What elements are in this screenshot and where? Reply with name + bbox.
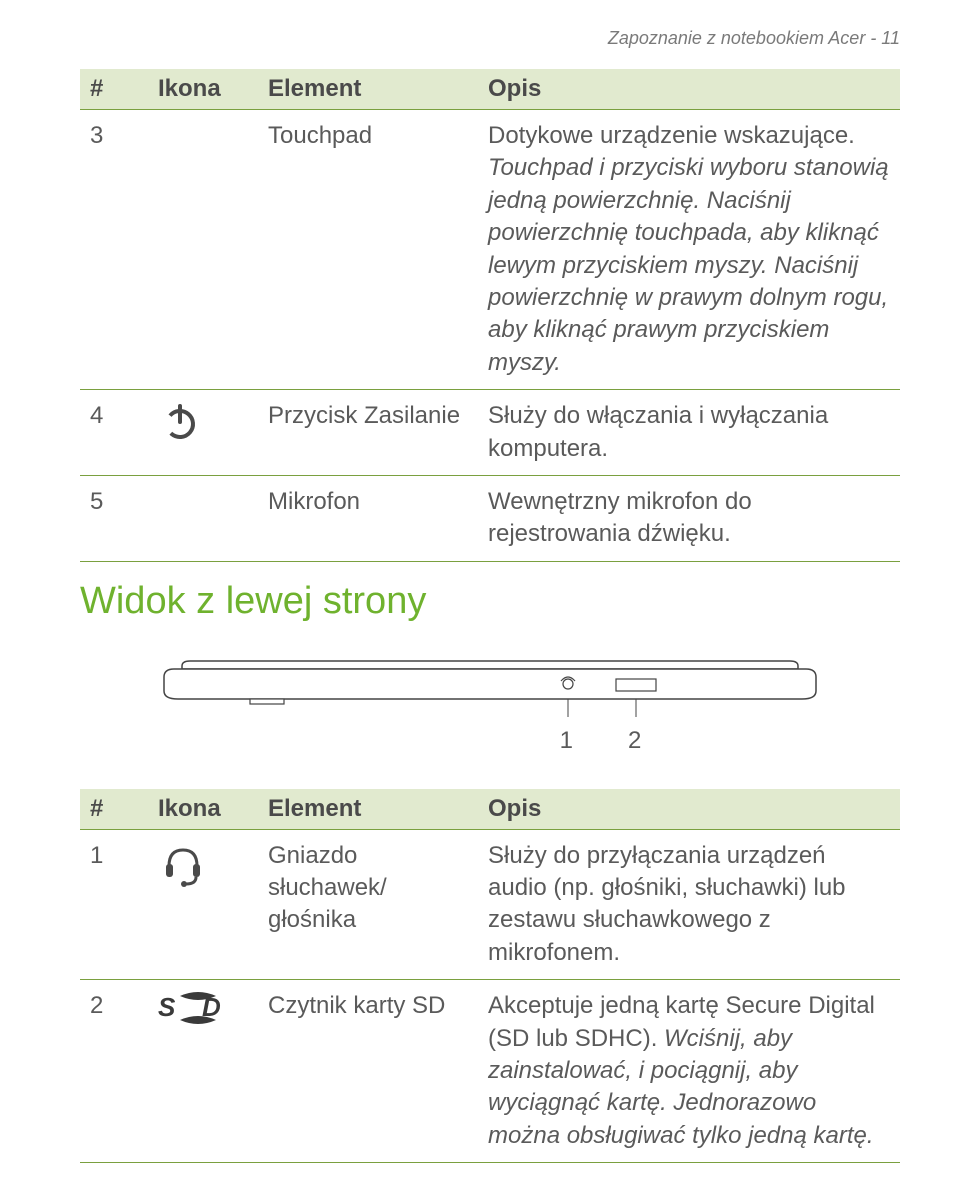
col-header-desc: Opis xyxy=(478,69,900,110)
spec-table-bottom: # Ikona Element Opis 1 Gniazdo słuchawek/… xyxy=(80,789,900,1164)
svg-text:D: D xyxy=(202,992,221,1022)
table-row: 4 Przycisk ZasilanieSłuży do włączania i … xyxy=(80,390,900,476)
col-header-num: # xyxy=(80,789,148,830)
figure-callout-label: 2 xyxy=(628,727,641,755)
cell-num: 5 xyxy=(80,475,148,561)
col-header-num: # xyxy=(80,69,148,110)
col-header-elem: Element xyxy=(258,789,478,830)
headset-icon xyxy=(158,840,208,890)
spec-table-top: # Ikona Element Opis 3 TouchpadDotykowe u… xyxy=(80,69,900,562)
cell-num: 3 xyxy=(80,110,148,390)
table-row: 2SDCzytnik karty SDAkceptuje jedną kartę… xyxy=(80,980,900,1163)
cell-element: Mikrofon xyxy=(258,475,478,561)
cell-element: Gniazdo słuchawek/ głośnika xyxy=(258,829,478,980)
cell-icon: SD xyxy=(148,980,258,1163)
cell-element: Touchpad xyxy=(258,110,478,390)
col-header-icon: Ikona xyxy=(148,69,258,110)
cell-element: Przycisk Zasilanie xyxy=(258,390,478,476)
cell-num: 2 xyxy=(80,980,148,1163)
table-row: 3 TouchpadDotykowe urządzenie wskazujące.… xyxy=(80,110,900,390)
table-header-row: # Ikona Element Opis xyxy=(80,789,900,830)
cell-description: Dotykowe urządzenie wskazujące. Touchpad… xyxy=(478,110,900,390)
table-row: 5 MikrofonWewnętrzny mikrofon do rejestro… xyxy=(80,475,900,561)
cell-icon xyxy=(148,390,258,476)
cell-icon xyxy=(148,110,258,390)
col-header-desc: Opis xyxy=(478,789,900,830)
device-left-side-figure xyxy=(130,651,850,721)
sd-icon: SD xyxy=(158,990,230,1028)
laptop-left-side-svg xyxy=(130,651,850,721)
cell-description: Służy do włączania i wyłączania komputer… xyxy=(478,390,900,476)
page-header: Zapoznanie z notebookiem Acer - 11 xyxy=(80,28,900,49)
cell-description: Służy do przyłączania urządzeń audio (np… xyxy=(478,829,900,980)
section-title-left-view: Widok z lewej strony xyxy=(80,580,900,623)
cell-num: 1 xyxy=(80,829,148,980)
cell-num: 4 xyxy=(80,390,148,476)
cell-element: Czytnik karty SD xyxy=(258,980,478,1163)
cell-icon xyxy=(148,829,258,980)
cell-description: Wewnętrzny mikrofon do rejestrowania dźw… xyxy=(478,475,900,561)
figure-callouts: 12 xyxy=(130,727,850,767)
table-row: 1 Gniazdo słuchawek/ głośnikaSłuży do prz… xyxy=(80,829,900,980)
figure-callout-label: 1 xyxy=(560,727,573,755)
power-icon xyxy=(158,400,202,444)
cell-description: Akceptuje jedną kartę Secure Digital (SD… xyxy=(478,980,900,1163)
col-header-elem: Element xyxy=(258,69,478,110)
col-header-icon: Ikona xyxy=(148,789,258,830)
table2-body: 1 Gniazdo słuchawek/ głośnikaSłuży do prz… xyxy=(80,829,900,1163)
svg-text:S: S xyxy=(158,992,176,1022)
table-header-row: # Ikona Element Opis xyxy=(80,69,900,110)
cell-icon xyxy=(148,475,258,561)
table1-body: 3 TouchpadDotykowe urządzenie wskazujące.… xyxy=(80,110,900,562)
